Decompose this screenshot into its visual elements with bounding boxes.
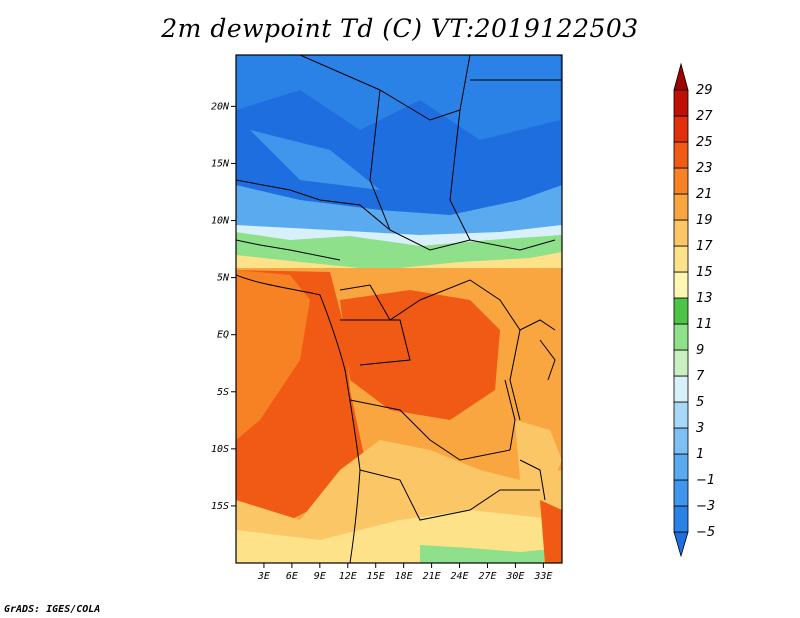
colorbar-box bbox=[673, 219, 689, 247]
lon-tick-label: 9E bbox=[314, 571, 326, 582]
region-gulf-orange bbox=[236, 270, 310, 440]
grads-credit: GrADS: IGES/COLA bbox=[4, 604, 101, 615]
lat-tick-label: 15S bbox=[211, 501, 229, 512]
lon-tick-label: 27E bbox=[478, 571, 496, 582]
field-layer bbox=[236, 55, 562, 563]
colorbar-box bbox=[673, 167, 689, 195]
colorbar-box bbox=[673, 401, 689, 429]
colorbar-label: 17 bbox=[696, 239, 713, 254]
region-east-yellow bbox=[515, 420, 562, 500]
colorbar-label: 7 bbox=[696, 369, 705, 384]
lon-tick-label: 18E bbox=[395, 571, 413, 582]
map-title: 2m dewpoint Td (C) VT:2019122503 bbox=[161, 14, 639, 43]
lon-axis: 3E 6E 9E 12E 15E 18E 21E 24E 27E 30E 33E bbox=[257, 563, 552, 582]
colorbar-box bbox=[673, 323, 689, 351]
plot-frame bbox=[235, 54, 563, 564]
lon-tick-label: 33E bbox=[533, 571, 552, 582]
lon-tick-label: 30E bbox=[505, 571, 524, 582]
lon-tick-label: 12E bbox=[339, 571, 357, 582]
lon-tick-label: 6E bbox=[286, 571, 298, 582]
colorbar-box bbox=[673, 193, 689, 221]
colorbar-box bbox=[673, 453, 689, 481]
colorbar-bottom-arrow bbox=[673, 531, 689, 558]
region-congo-basin bbox=[340, 290, 500, 420]
colorbar-label: 5 bbox=[696, 395, 704, 410]
colorbar-label: 25 bbox=[696, 135, 713, 150]
region-sahara-light bbox=[250, 130, 380, 190]
region-southern-green bbox=[420, 545, 562, 563]
lat-tick-label: 10N bbox=[211, 216, 230, 227]
lat-tick-label: 10S bbox=[211, 444, 229, 455]
lon-tick-label: 21E bbox=[423, 571, 441, 582]
colorbar-box bbox=[673, 427, 689, 455]
colorbar-box bbox=[673, 349, 689, 377]
colorbar-label: 27 bbox=[696, 109, 713, 124]
colorbar-box bbox=[673, 297, 689, 325]
colorbar-box bbox=[673, 141, 689, 169]
colorbar-box bbox=[673, 505, 689, 533]
colorbar-label: 11 bbox=[696, 317, 713, 332]
colorbar-label: 3 bbox=[696, 421, 704, 436]
colorbar-box bbox=[673, 479, 689, 507]
region-mozambique bbox=[540, 500, 562, 563]
colorbar-box bbox=[673, 375, 689, 403]
colorbar-label: 23 bbox=[696, 161, 713, 176]
lon-tick-label: 15E bbox=[367, 571, 385, 582]
lat-tick-label: 5N bbox=[217, 273, 230, 284]
lat-tick-label: 15N bbox=[211, 158, 230, 169]
lon-tick-label: 3E bbox=[257, 571, 270, 582]
colorbar-label: 9 bbox=[696, 343, 704, 358]
colorbar-label: −5 bbox=[696, 525, 715, 540]
colorbar-top-arrow bbox=[673, 62, 689, 91]
region-sahel-moist bbox=[236, 232, 562, 268]
colorbar-label: −1 bbox=[696, 473, 715, 488]
country-borders bbox=[236, 55, 562, 563]
colorbar-label: 13 bbox=[696, 291, 713, 306]
lat-tick-label: 20N bbox=[211, 101, 230, 112]
colorbar-label: 19 bbox=[696, 213, 713, 228]
lon-tick-label: 24E bbox=[451, 571, 469, 582]
colorbar-label: 1 bbox=[696, 447, 704, 462]
colorbar-box bbox=[673, 271, 689, 299]
colorbar-label: 29 bbox=[696, 83, 713, 98]
region-sahara-blue bbox=[236, 55, 560, 140]
lat-axis: 20N 15N 10N 5N EQ 5S 10S 15S bbox=[211, 101, 236, 512]
lat-tick-label: EQ bbox=[217, 330, 229, 341]
colorbar-label: −3 bbox=[696, 499, 715, 514]
colorbar-label: 15 bbox=[696, 265, 713, 280]
colorbar-box bbox=[673, 89, 689, 117]
region-east-highlands bbox=[500, 290, 562, 430]
colorbar-label: 21 bbox=[696, 187, 713, 202]
colorbar-box bbox=[673, 115, 689, 143]
colorbar-box bbox=[673, 245, 689, 273]
lat-tick-label: 5S bbox=[217, 387, 229, 398]
